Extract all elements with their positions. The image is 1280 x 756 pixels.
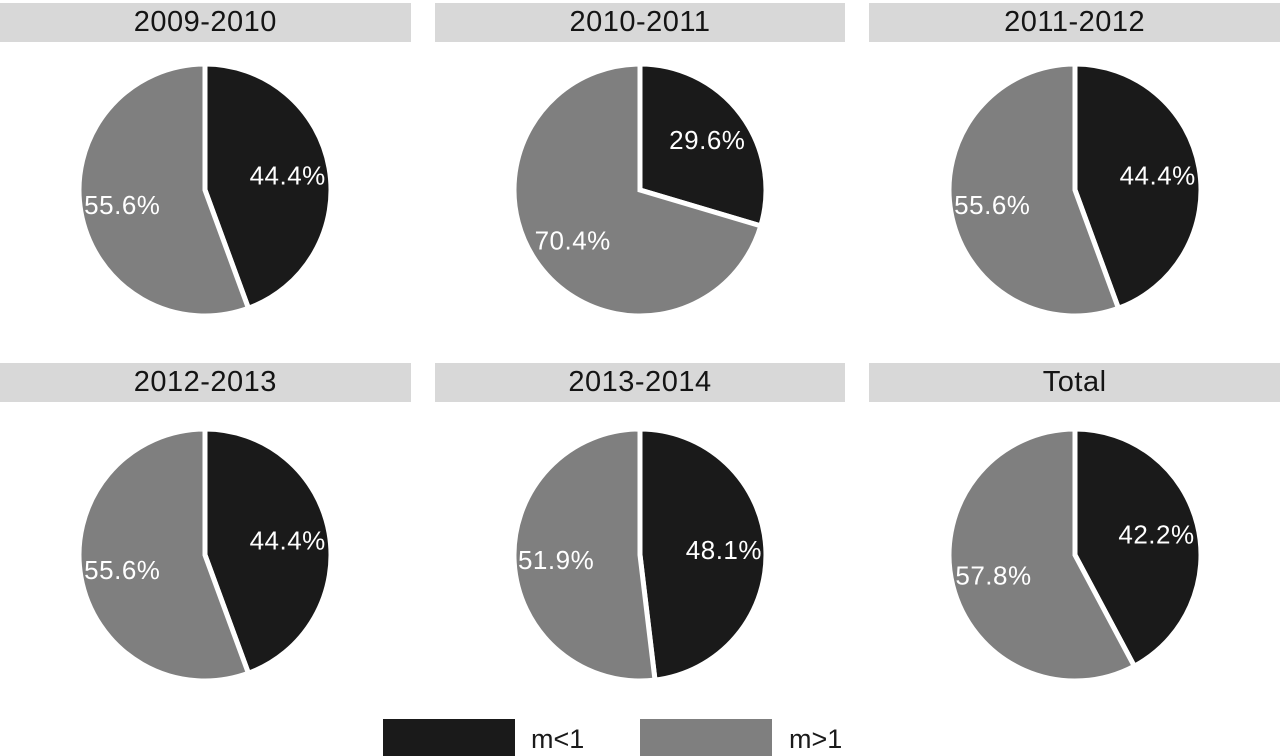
pie-slice-m-gt-1: [76, 426, 252, 684]
pie-slice-label: 51.9%: [518, 545, 594, 575]
pie-slice-label: 29.6%: [669, 125, 745, 155]
pie-slice-label: 55.6%: [85, 555, 161, 585]
pie-slice-label: 70.4%: [535, 225, 611, 255]
pie-slice-label: 55.6%: [85, 190, 161, 220]
chart-title-2012-2013: 2012-2013: [0, 363, 411, 402]
pie-cell-2013-2014: 2013-2014 48.1% 51.9%: [434, 363, 846, 684]
pie-cell-2012-2013: 2012-2013 44.4% 55.6%: [0, 363, 411, 684]
legend-label-m-gt-1: m>1: [789, 724, 843, 754]
pie-slice-label: 57.8%: [955, 561, 1031, 591]
pie-slice-m-gt-1: [76, 61, 252, 319]
pie-slice-label: 42.2%: [1118, 520, 1194, 550]
pie-chart-2010-2011: 29.6% 70.4%: [511, 61, 769, 319]
chart-title-total: Total: [869, 363, 1280, 402]
pie-slice-m-lt-1: [1072, 426, 1204, 670]
pie-grid-row-2: 2012-2013 44.4% 55.6% 2013-2014 48.1% 51.9…: [0, 360, 1280, 684]
pie-cell-2010-2011: 2010-2011 29.6% 70.4%: [434, 3, 846, 319]
pie-cell-2009-2010: 2009-2010 44.4% 55.6%: [0, 3, 411, 319]
pie-slice-m-gt-1: [946, 426, 1138, 684]
pie-slice-m-lt-1: [1072, 61, 1204, 312]
pie-chart-2012-2013: 44.4% 55.6%: [76, 426, 334, 684]
legend-label-m-lt-1: m<1: [531, 724, 585, 754]
pie-slice-label: 44.4%: [250, 525, 326, 555]
pie-slice-m-gt-1: [511, 61, 764, 319]
pie-slice-m-gt-1: [511, 426, 658, 684]
chart-title-2010-2011: 2010-2011: [434, 3, 846, 42]
pie-slice-m-lt-1: [202, 426, 334, 677]
pie-grid-row-1: 2009-2010 44.4% 55.6% 2010-2011 29.6% 70.4…: [0, 0, 1280, 319]
chart-title-2011-2012: 2011-2012: [869, 3, 1280, 42]
pie-chart-total: 42.2% 57.8%: [946, 426, 1204, 684]
legend-swatch-m-gt-1: [640, 719, 772, 756]
pie-chart-2011-2012: 44.4% 55.6%: [946, 61, 1204, 319]
pie-chart-2009-2010: 44.4% 55.6%: [76, 61, 334, 319]
legend-swatch-m-lt-1: [383, 719, 515, 756]
pie-slice-m-lt-1: [637, 61, 769, 230]
chart-title-2013-2014: 2013-2014: [434, 363, 846, 402]
pie-slice-m-lt-1: [202, 61, 334, 312]
chart-title-2009-2010: 2009-2010: [0, 3, 411, 42]
pie-slice-label: 55.6%: [954, 190, 1030, 220]
pie-slice-m-lt-1: [637, 426, 769, 683]
pie-cell-2011-2012: 2011-2012 44.4% 55.6%: [869, 3, 1280, 319]
legend: m<1 m>1: [0, 719, 1280, 756]
pie-slice-label: 48.1%: [686, 535, 762, 565]
pie-slice-label: 44.4%: [250, 160, 326, 190]
pie-cell-total: Total 42.2% 57.8%: [869, 363, 1280, 684]
pie-slice-label: 44.4%: [1119, 160, 1195, 190]
pie-slice-m-gt-1: [946, 61, 1122, 319]
pie-chart-2013-2014: 48.1% 51.9%: [511, 426, 769, 684]
